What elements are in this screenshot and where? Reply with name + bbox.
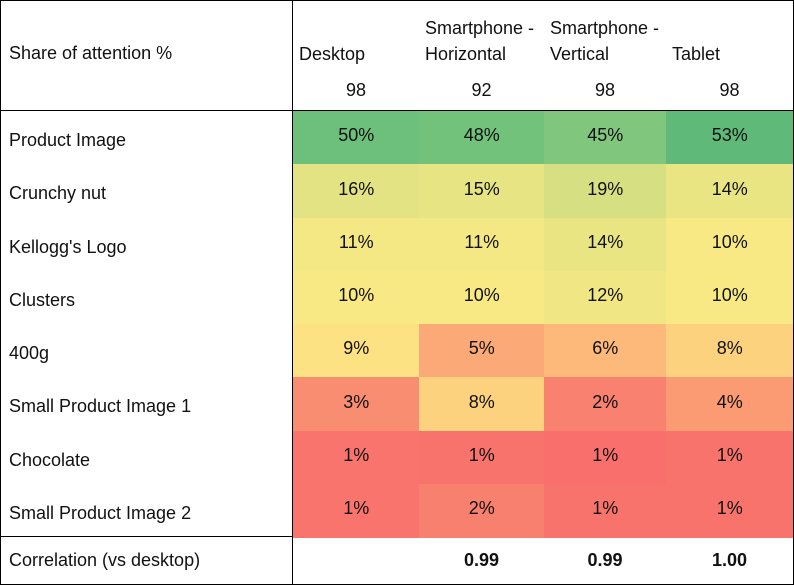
heat-cell: 4% bbox=[666, 377, 793, 431]
column-header: Smartphone - Vertical bbox=[550, 18, 660, 64]
row-label: Clusters bbox=[9, 289, 76, 310]
heat-cell: 10% bbox=[666, 217, 793, 272]
column-count: 92 bbox=[471, 79, 492, 100]
row-label: Crunchy nut bbox=[9, 183, 107, 204]
row-label: 400g bbox=[9, 343, 50, 364]
column-count: 98 bbox=[345, 79, 367, 100]
column-rule bbox=[292, 1, 293, 584]
column-header: Desktop bbox=[299, 44, 366, 64]
row-label: Kellogg's Logo bbox=[9, 236, 127, 257]
row-label: Small Product Image 1 bbox=[9, 396, 192, 417]
correlation-value: 0.99 bbox=[463, 550, 500, 570]
heat-cell: 15% bbox=[419, 164, 545, 218]
heat-cell: 50% bbox=[293, 111, 420, 165]
heat-cell: 1% bbox=[293, 483, 420, 538]
heat-cell: 6% bbox=[544, 324, 667, 378]
heat-cell: 1% bbox=[666, 430, 793, 485]
heat-cell: 1% bbox=[293, 430, 420, 485]
heat-cell: 45% bbox=[544, 111, 667, 165]
heat-cell: 9% bbox=[293, 324, 420, 378]
header-rule bbox=[1, 110, 793, 111]
heat-cell: 14% bbox=[666, 164, 793, 218]
heat-cell: 12% bbox=[544, 270, 667, 325]
heat-cell: 5% bbox=[419, 324, 545, 378]
heat-cell: 53% bbox=[666, 111, 793, 165]
heat-cell: 10% bbox=[666, 270, 793, 325]
heat-cell: 11% bbox=[293, 217, 420, 272]
heat-cell: 48% bbox=[419, 111, 545, 165]
heat-cell: 1% bbox=[544, 483, 667, 538]
heat-cell: 8% bbox=[666, 324, 793, 378]
heat-cell: 16% bbox=[293, 164, 420, 218]
heat-cell: 19% bbox=[544, 164, 667, 218]
heat-cell: 8% bbox=[419, 377, 545, 431]
table-title: Share of attention % bbox=[9, 42, 173, 63]
correlation-value: 0.99 bbox=[587, 550, 623, 570]
heat-cell: 14% bbox=[544, 217, 667, 272]
column-count: 98 bbox=[719, 79, 740, 100]
heat-cell: 2% bbox=[419, 483, 545, 538]
heat-cell: 1% bbox=[544, 430, 667, 485]
row-label: Product Image bbox=[9, 130, 127, 151]
row-label: Chocolate bbox=[9, 449, 91, 470]
heat-cell: 11% bbox=[419, 217, 545, 272]
heat-cell: 3% bbox=[293, 377, 420, 431]
column-header: Smartphone - Horizontal bbox=[425, 18, 535, 64]
footer-label: Correlation (vs desktop) bbox=[9, 550, 201, 570]
heat-cell: 1% bbox=[666, 483, 793, 538]
heat-cell: 1% bbox=[419, 430, 545, 485]
column-count: 98 bbox=[594, 79, 616, 100]
row-label: Small Product Image 2 bbox=[9, 502, 192, 523]
heat-cell: 10% bbox=[293, 270, 420, 325]
correlation-value: 1.00 bbox=[711, 550, 748, 570]
heat-cell: 2% bbox=[544, 377, 667, 431]
heat-cell: 10% bbox=[419, 270, 545, 325]
column-header: Tablet bbox=[672, 44, 721, 64]
